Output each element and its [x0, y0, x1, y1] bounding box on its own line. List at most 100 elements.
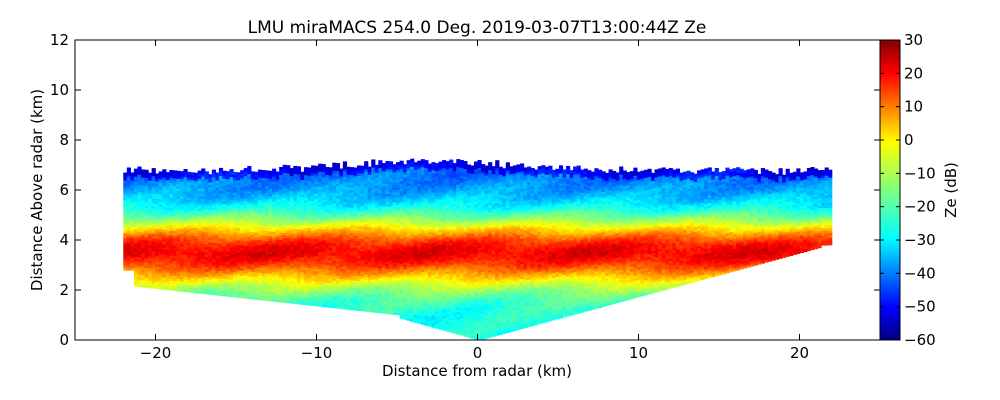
field-cell	[442, 317, 447, 321]
field-cell	[240, 287, 245, 291]
field-cell	[141, 269, 146, 273]
field-cell	[197, 268, 202, 272]
field-cell	[399, 265, 404, 269]
field-cell	[141, 179, 146, 183]
field-cell	[172, 185, 178, 189]
field-cell	[218, 275, 224, 279]
field-cell	[226, 271, 231, 275]
field-cell	[293, 253, 298, 257]
field-cell	[420, 271, 425, 275]
field-cell	[165, 227, 170, 231]
field-cell	[187, 274, 192, 278]
field-cell	[335, 165, 340, 169]
field-cell	[169, 265, 174, 269]
field-cell	[162, 254, 167, 258]
field-cell	[208, 249, 213, 253]
field-cell	[413, 202, 418, 206]
field-cell	[133, 276, 139, 280]
field-cell	[381, 190, 387, 194]
field-cell	[148, 205, 153, 209]
field-cell	[314, 240, 319, 244]
field-cell	[204, 288, 209, 292]
field-cell	[406, 185, 411, 189]
field-cell	[438, 231, 443, 235]
field-cell	[420, 279, 425, 283]
field-cell	[201, 178, 206, 182]
field-cell	[194, 270, 199, 274]
field-cell	[275, 289, 280, 293]
field-cell	[275, 259, 280, 263]
field-cell	[335, 240, 340, 244]
field-cell	[420, 209, 425, 213]
field-cell	[420, 184, 425, 188]
field-cell	[353, 255, 358, 259]
field-cell	[346, 284, 351, 288]
field-cell	[332, 285, 337, 289]
field-cell	[286, 212, 291, 216]
field-cell	[286, 207, 291, 211]
field-cell	[247, 228, 252, 232]
field-cell	[172, 230, 178, 234]
field-cell	[403, 209, 408, 213]
field-cell	[353, 190, 358, 194]
field-cell	[424, 200, 429, 204]
field-cell	[268, 298, 273, 302]
field-cell	[403, 259, 408, 263]
field-cell	[438, 184, 443, 188]
field-cell	[286, 215, 291, 219]
field-cell	[151, 235, 156, 239]
field-cell	[311, 240, 316, 244]
field-cell	[381, 258, 387, 262]
field-cell	[148, 220, 153, 224]
field-cell	[141, 211, 146, 216]
field-cell	[183, 216, 188, 220]
field-cell	[296, 291, 301, 295]
field-cell	[321, 266, 326, 270]
field-cell	[226, 178, 231, 182]
field-cell	[364, 168, 369, 172]
field-cell	[325, 286, 330, 291]
field-cell	[396, 192, 401, 196]
field-cell	[434, 255, 440, 259]
field-cell	[346, 216, 351, 220]
field-cell	[427, 268, 433, 272]
field-cell	[406, 275, 411, 279]
field-cell	[434, 198, 440, 202]
field-cell	[431, 319, 436, 323]
field-cell	[371, 256, 376, 261]
field-cell	[155, 205, 160, 210]
field-cell	[403, 264, 408, 268]
field-cell	[236, 244, 241, 248]
field-cell	[325, 289, 330, 293]
field-cell	[208, 221, 213, 225]
field-cell	[222, 233, 227, 237]
field-cell	[151, 278, 156, 282]
field-cell	[353, 297, 358, 301]
field-cell	[137, 196, 142, 200]
field-cell	[236, 267, 241, 271]
field-cell	[208, 204, 213, 208]
field-cell	[250, 266, 255, 270]
field-cell	[279, 244, 284, 248]
field-cell	[339, 248, 344, 252]
field-cell	[396, 287, 401, 291]
field-cell	[349, 179, 355, 183]
field-cell	[307, 195, 312, 199]
field-cell	[222, 238, 227, 242]
field-cell	[374, 177, 379, 181]
field-cell	[169, 275, 174, 279]
field-cell	[279, 166, 284, 171]
field-cell	[374, 259, 379, 263]
field-cell	[318, 263, 323, 267]
field-cell	[445, 248, 450, 252]
field-cell	[399, 278, 404, 282]
field-cell	[399, 215, 404, 219]
field-cell	[374, 169, 379, 173]
field-cell	[222, 195, 227, 199]
field-cell	[353, 210, 358, 214]
field-cell	[303, 249, 309, 253]
field-cell	[264, 282, 270, 286]
field-cell	[133, 213, 139, 217]
field-cell	[420, 299, 425, 303]
field-cell	[151, 228, 156, 232]
